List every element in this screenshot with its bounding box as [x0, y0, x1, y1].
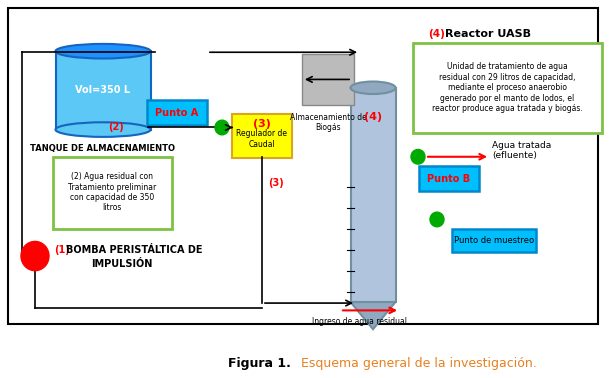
Text: Regulador de
Caudal: Regulador de Caudal — [237, 129, 287, 149]
Text: TANQUE DE ALMACENAMIENTO: TANQUE DE ALMACENAMIENTO — [31, 144, 175, 153]
Ellipse shape — [55, 44, 151, 59]
Text: Agua tratada
(efluente): Agua tratada (efluente) — [492, 141, 551, 160]
Text: Unidad de tratamiento de agua
residual con 29 litros de capacidad,
mediante el p: Unidad de tratamiento de agua residual c… — [432, 62, 582, 113]
FancyBboxPatch shape — [351, 88, 395, 302]
Circle shape — [21, 242, 49, 271]
FancyBboxPatch shape — [147, 100, 207, 125]
Text: Punto A: Punto A — [156, 108, 199, 118]
Circle shape — [430, 212, 444, 227]
Text: IMPULSIÓN: IMPULSIÓN — [91, 259, 153, 270]
Polygon shape — [351, 302, 395, 329]
Text: BOMBA PERISTÁLTICA DE: BOMBA PERISTÁLTICA DE — [66, 245, 202, 255]
FancyBboxPatch shape — [53, 157, 172, 229]
Text: Figura 1.: Figura 1. — [228, 357, 290, 370]
Text: (2): (2) — [108, 122, 124, 133]
Text: (2) Agua residual con
Tratamiento preliminar
con capacidad de 350
litros: (2) Agua residual con Tratamiento prelim… — [68, 172, 156, 212]
FancyBboxPatch shape — [452, 229, 536, 252]
Text: (1): (1) — [54, 245, 69, 255]
FancyBboxPatch shape — [413, 43, 602, 133]
Text: (3): (3) — [253, 119, 271, 129]
Ellipse shape — [351, 82, 395, 94]
Text: (4): (4) — [364, 112, 382, 122]
Text: Vol=350 L: Vol=350 L — [76, 85, 130, 95]
Ellipse shape — [55, 122, 151, 137]
Text: Esquema general de la investigación.: Esquema general de la investigación. — [301, 357, 537, 370]
Circle shape — [215, 120, 229, 135]
Text: Almacenamiento de
Biogás: Almacenamiento de Biogás — [290, 113, 367, 132]
FancyBboxPatch shape — [8, 8, 598, 324]
FancyBboxPatch shape — [419, 166, 479, 191]
Text: Ingreso de agua residual: Ingreso de agua residual — [312, 318, 408, 326]
FancyBboxPatch shape — [302, 54, 354, 104]
Text: (4): (4) — [428, 29, 445, 39]
Text: Punto B: Punto B — [427, 174, 470, 184]
Text: (3): (3) — [268, 178, 284, 188]
Circle shape — [411, 149, 425, 164]
Text: Punto de muestreo: Punto de muestreo — [454, 236, 534, 245]
FancyBboxPatch shape — [232, 114, 292, 158]
FancyBboxPatch shape — [55, 51, 151, 130]
Text: Reactor UASB: Reactor UASB — [445, 29, 531, 39]
